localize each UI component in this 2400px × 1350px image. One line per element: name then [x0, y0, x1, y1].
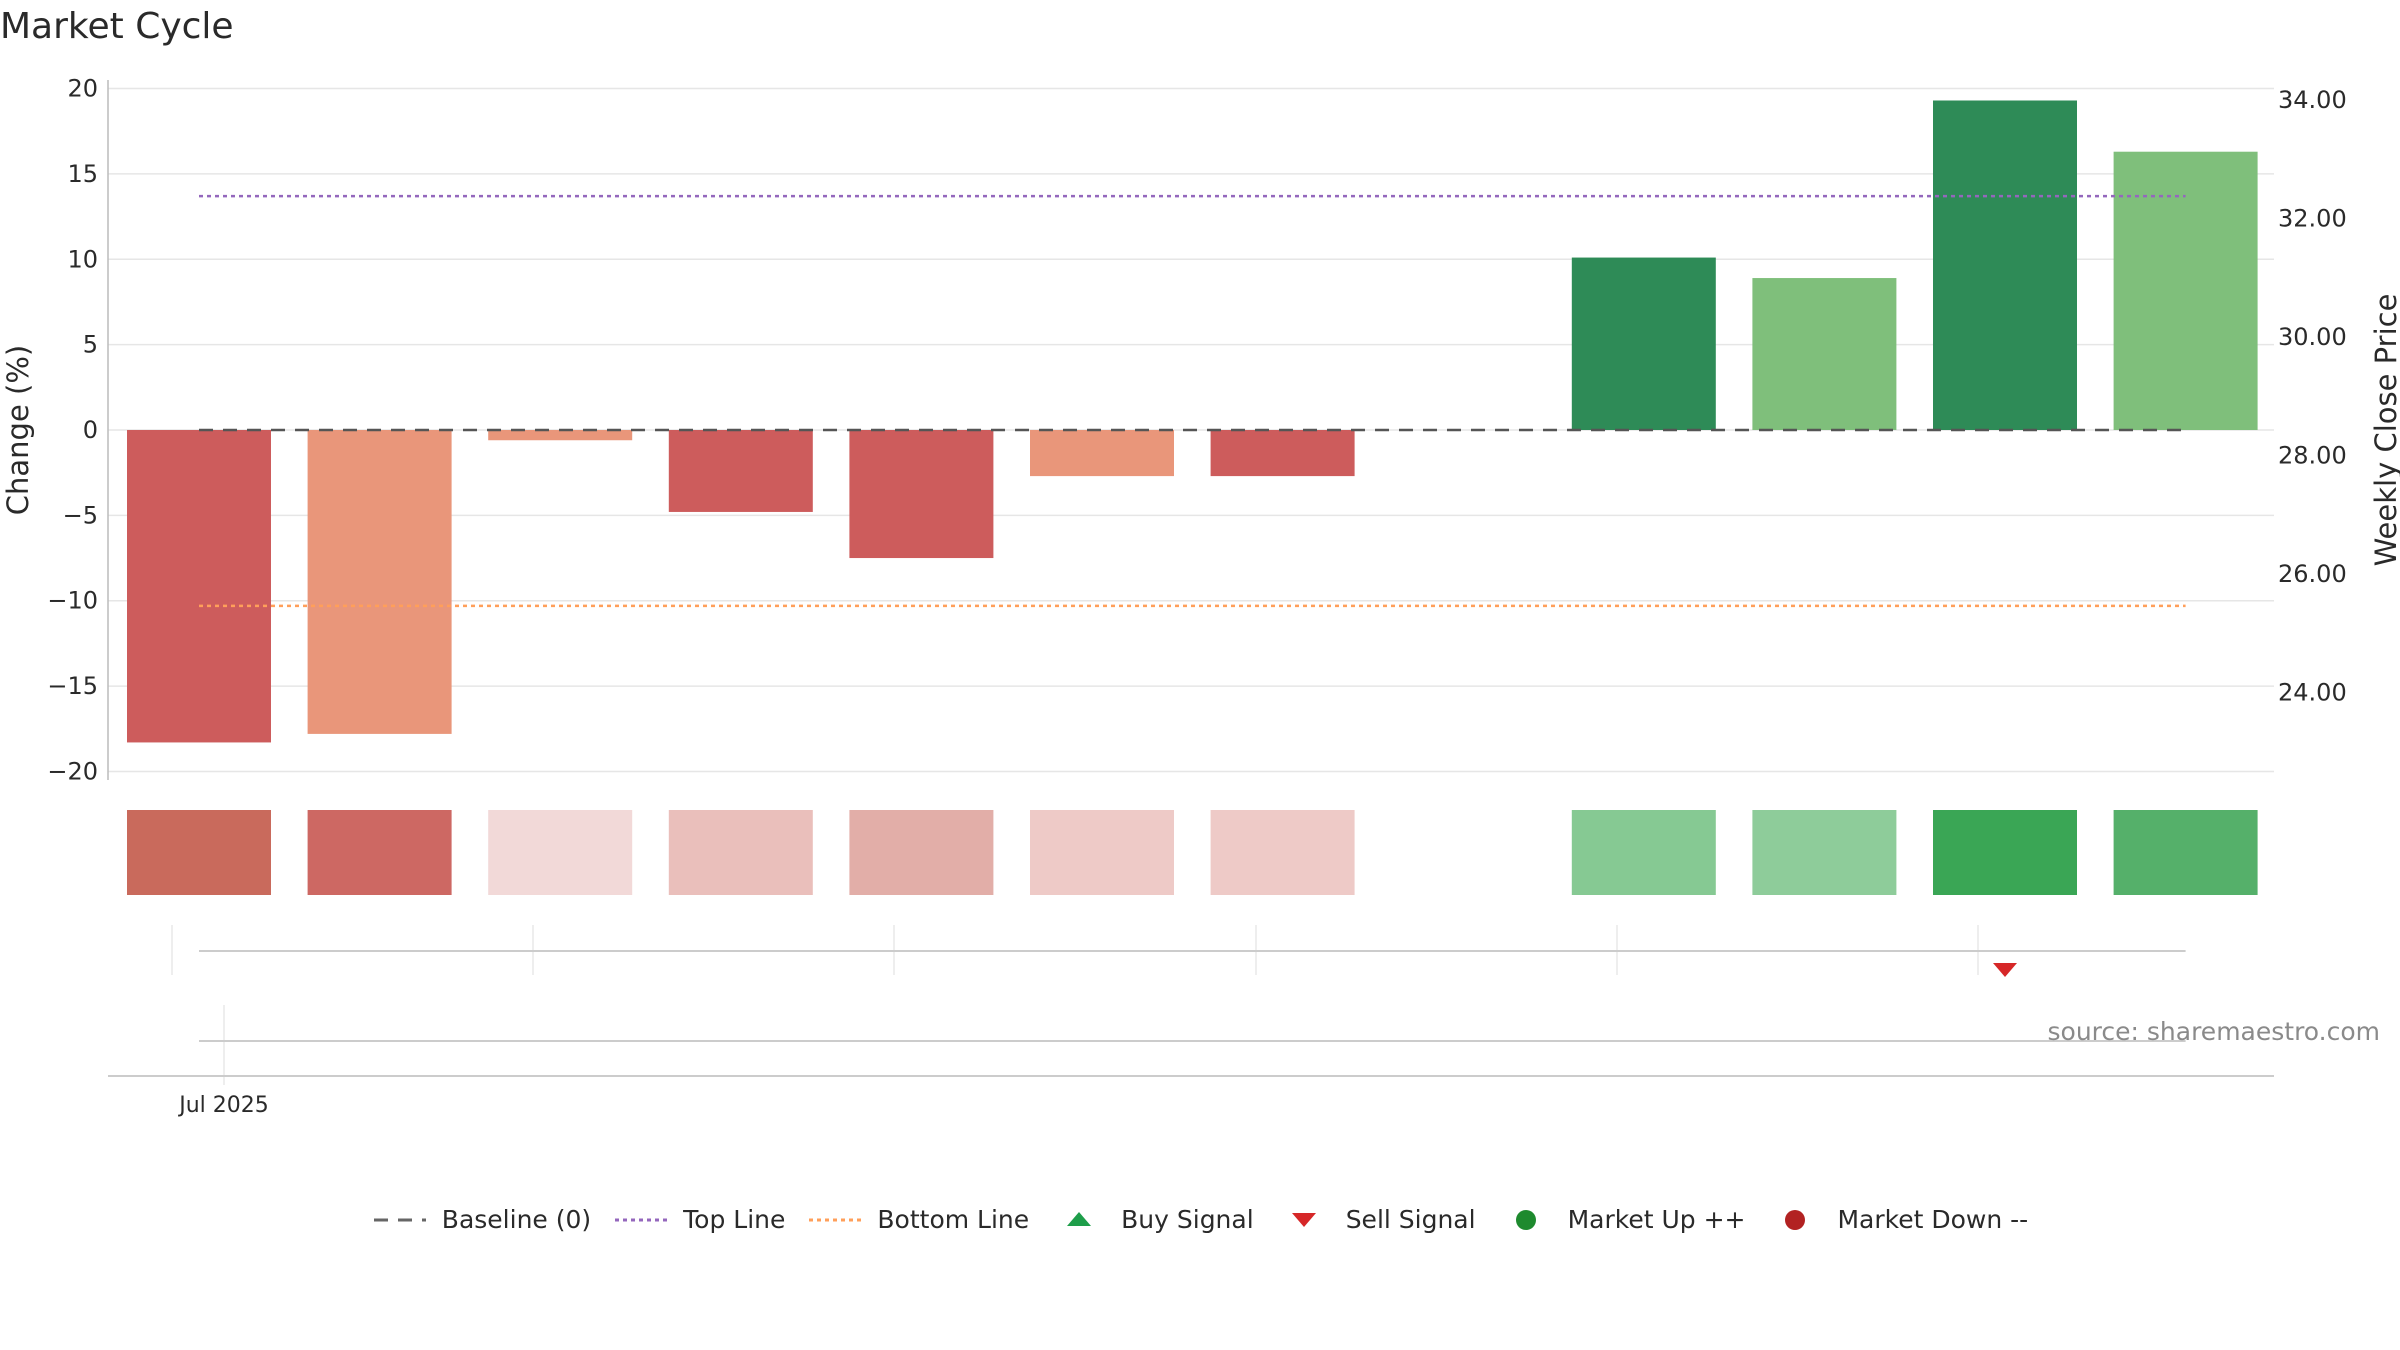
- y2-tick-label: 30.00: [2278, 323, 2347, 351]
- y2-tick-label: 26.00: [2278, 560, 2347, 588]
- bar-W2: [307, 430, 452, 734]
- legend-triangle-down-icon: [1291, 1212, 1316, 1227]
- chart-title: Market Cycle: [0, 6, 234, 47]
- source-note: source: sharemaestro.com: [2048, 1017, 2381, 1046]
- reference-lines: [199, 194, 2186, 608]
- bar-W6: [1030, 430, 1174, 477]
- strip-cell: [668, 810, 813, 895]
- legend-item: Top Line: [613, 1205, 785, 1234]
- legend-label: Baseline (0): [441, 1205, 592, 1234]
- bar-W7: [1210, 430, 1355, 477]
- strip-cell: [307, 810, 452, 895]
- legend-label: Sell Signal: [1345, 1205, 1476, 1234]
- y-tick-label: −5: [63, 501, 98, 529]
- legend-item: Buy Signal: [1051, 1205, 1254, 1234]
- bar-W11: [1933, 100, 2077, 431]
- strip-cell: [1933, 810, 2077, 895]
- bar-W10: [1752, 278, 1897, 430]
- bar-W12: [2113, 151, 2258, 430]
- strip-cell: [2113, 810, 2258, 895]
- bars: [127, 100, 2258, 743]
- bar-W5: [849, 430, 994, 559]
- legend-triangle-up-icon: [1067, 1211, 1092, 1226]
- y2-tick-label: 28.00: [2278, 442, 2347, 470]
- signal-panel: [108, 925, 2274, 1085]
- legend-circle-icon: [1785, 1209, 1806, 1230]
- bar-W3: [488, 430, 633, 441]
- y-tick-label: 10: [67, 245, 98, 273]
- bar-W1: [127, 430, 271, 743]
- legend-item: Market Up ++: [1498, 1205, 1746, 1234]
- market-cycle-chart: 20 15 10 5 0 −5 −10 −15 −20 34.00 32.00 30.00 28.00…: [1, 75, 2400, 1118]
- y-tick-label: −20: [47, 757, 98, 785]
- legend: Baseline (0) Top Line Bottom Line Buy Signa…: [0, 1205, 2400, 1234]
- y2-axis-label: Weekly Close Price: [2369, 294, 2400, 567]
- strip-cell: [1210, 810, 1355, 895]
- strip-cell: [1030, 810, 1174, 895]
- y2-tick-label: 32.00: [2278, 205, 2347, 233]
- strip-cell: [849, 810, 994, 895]
- legend-label: Top Line: [683, 1205, 786, 1234]
- y-tick-label: −15: [47, 672, 98, 700]
- y-tick-label: 20: [67, 75, 98, 103]
- y2-tick-label: 34.00: [2278, 86, 2347, 114]
- y-axis-label: Change (%): [1, 345, 35, 515]
- axes: 34.00 32.00 30.00 28.00 26.00 24.00: [107, 80, 2347, 780]
- legend-label: Bottom Line: [877, 1205, 1030, 1234]
- y-tick-label: 15: [67, 160, 98, 188]
- legend-item: Baseline (0): [372, 1205, 591, 1234]
- legend-label: Buy Signal: [1121, 1205, 1254, 1234]
- legend-dot-icon: [809, 1218, 862, 1221]
- legend-item: Market Down --: [1767, 1205, 2028, 1234]
- bar-W9: [1571, 257, 1716, 430]
- legend-dot-icon: [615, 1218, 668, 1221]
- strip-cell: [1571, 810, 1716, 895]
- y-tick-label: 0: [83, 416, 98, 444]
- strip-cell: [488, 810, 633, 895]
- sell-signal-marker: [1993, 963, 2017, 977]
- y-tick-label: 5: [83, 331, 98, 359]
- legend-circle-icon: [1515, 1209, 1536, 1230]
- legend-label: Market Up ++: [1567, 1205, 1746, 1234]
- strip-cell: [127, 810, 271, 895]
- y-tick-label: −10: [47, 587, 98, 615]
- y2-tick-label: 24.00: [2278, 679, 2347, 707]
- legend-dash-icon: [373, 1218, 426, 1221]
- signal-strip: [127, 810, 2258, 895]
- x-date-label: Jul 2025: [177, 1093, 269, 1118]
- legend-item: Bottom Line: [807, 1205, 1029, 1234]
- strip-cell: [1752, 810, 1897, 895]
- legend-label: Market Down --: [1837, 1205, 2029, 1234]
- bar-W4: [668, 430, 813, 512]
- legend-item: Sell Signal: [1276, 1205, 1476, 1234]
